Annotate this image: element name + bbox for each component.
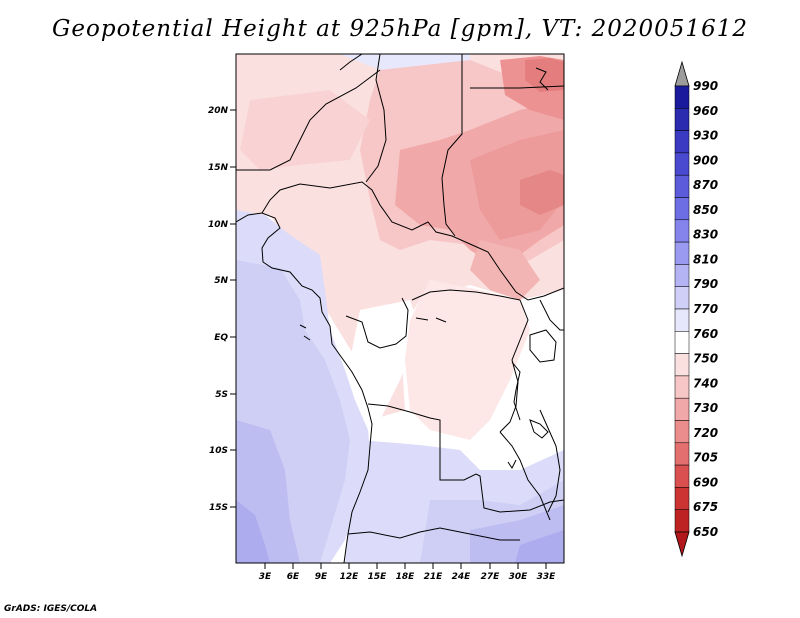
- lat-label: 5S: [215, 390, 228, 400]
- colorbar-bottom-triangle: [674, 531, 690, 558]
- lon-label: 30E: [509, 572, 529, 582]
- colorbar-level-label: 705: [693, 451, 718, 465]
- colorbar-level-label: 740: [693, 376, 718, 390]
- colorbar-segment: [674, 375, 690, 399]
- colorbar-segment: [674, 487, 690, 510]
- colorbar-top-triangle: [674, 60, 690, 87]
- lon-label: 33E: [537, 572, 557, 582]
- colorbar-segment: [674, 308, 690, 332]
- colorbar-level-label: 900: [693, 153, 718, 167]
- colorbar-segment: [674, 130, 690, 154]
- colorbar-segment: [674, 241, 690, 265]
- colorbar-level-label: 770: [693, 302, 718, 316]
- colorbar-level-label: 650: [693, 525, 718, 539]
- colorbar-segment: [674, 286, 690, 310]
- map-frame: [235, 53, 565, 564]
- colorbar-segment: [674, 264, 690, 287]
- longitude-axis: 3E 6E 9E 12E 15E 18E 21E 24E 27E 30E 33E: [259, 563, 556, 582]
- colorbar-segment: [674, 85, 690, 109]
- colorbar-level-label: 960: [693, 104, 718, 118]
- lon-label: 3E: [259, 572, 272, 582]
- colorbar-segment: [674, 331, 690, 354]
- colorbar-level-label: 760: [693, 327, 718, 341]
- colorbar-level-label: 850: [693, 203, 718, 217]
- colorbar-segment: [674, 197, 690, 221]
- colorbar-segment: [674, 174, 690, 198]
- latitude-axis: 20N 15N 10N 5N EQ 5S 10S 15S: [208, 106, 236, 513]
- lat-label: 10S: [209, 446, 228, 456]
- colorbar-level-label: 810: [693, 252, 718, 266]
- grads-credit: GrADS: IGES/COLA: [4, 604, 98, 614]
- map-title: Geopotential Height at 925hPa [gpm], VT:…: [52, 16, 748, 42]
- colorbar-level-label: 930: [693, 129, 718, 143]
- lon-label: 27E: [481, 572, 501, 582]
- lon-label: 15E: [368, 572, 388, 582]
- colorbar-level-label: 830: [693, 228, 718, 242]
- colorbar: 990 960 930 900 870 850 830 810 790 770 760 750 740 7…: [674, 60, 718, 558]
- map-field: [236, 54, 564, 563]
- colorbar-segment: [674, 420, 690, 444]
- colorbar-level-label: 750: [693, 352, 718, 366]
- colorbar-level-label: 870: [693, 178, 718, 192]
- lon-label: 24E: [452, 572, 472, 582]
- colorbar-segment: [674, 353, 690, 377]
- lat-label: 20N: [208, 106, 229, 116]
- lat-label: 15N: [208, 163, 229, 173]
- colorbar-level-label: 690: [693, 475, 718, 489]
- colorbar-segment: [674, 152, 690, 176]
- colorbar-segment: [674, 397, 690, 421]
- colorbar-level-label: 730: [693, 401, 718, 415]
- colorbar-level-label: 990: [693, 79, 718, 93]
- colorbar-segment: [674, 108, 690, 131]
- colorbar-level-label: 720: [693, 426, 718, 440]
- map-borders: [236, 54, 564, 563]
- lon-label: 18E: [396, 572, 416, 582]
- lon-label: 12E: [340, 572, 360, 582]
- lat-label: 15S: [209, 503, 228, 513]
- colorbar-segment: [674, 219, 690, 243]
- colorbar-level-label: 675: [693, 500, 718, 514]
- lat-label: 5N: [214, 276, 228, 286]
- lat-label: EQ: [214, 333, 228, 343]
- lon-label: 21E: [424, 572, 444, 582]
- lon-label: 9E: [315, 572, 328, 582]
- lon-label: 6E: [287, 572, 300, 582]
- colorbar-segment: [674, 442, 690, 466]
- colorbar-segment: [674, 509, 690, 533]
- colorbar-level-label: 790: [693, 277, 718, 291]
- colorbar-segment: [674, 464, 690, 488]
- lat-label: 10N: [208, 220, 229, 230]
